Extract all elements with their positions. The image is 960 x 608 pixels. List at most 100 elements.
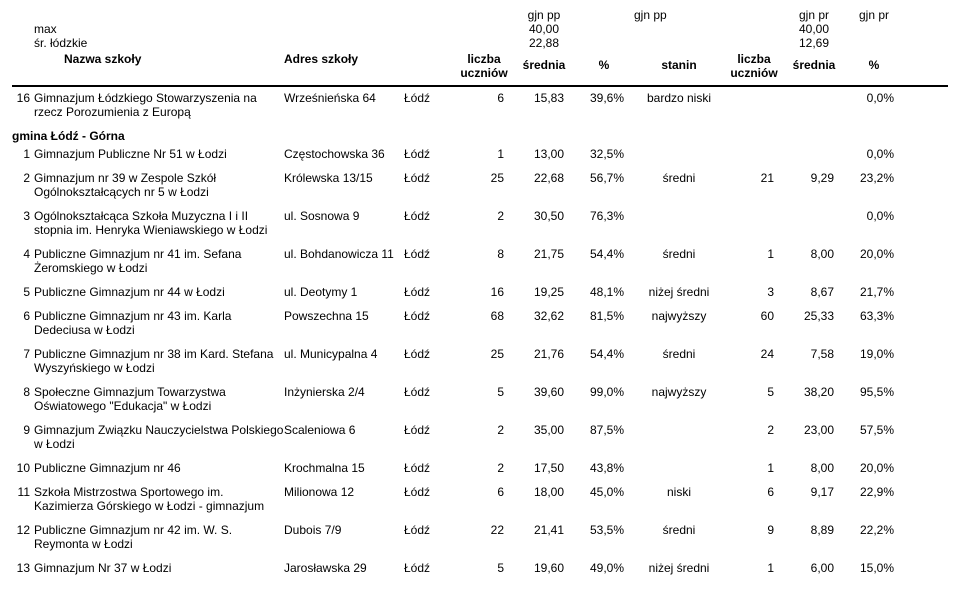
value-max-pp: 40,00: [514, 22, 574, 36]
header-count-1-top: liczba: [454, 52, 514, 66]
header-count-1-bottom: uczniów: [454, 66, 514, 80]
header-avg-1: średnia: [514, 52, 574, 81]
cell-pct1: 45,0%: [574, 485, 634, 499]
cell-n2: 2: [724, 423, 784, 437]
cell-school-name: Społeczne Gimnazjum Towarzystwa Oświatow…: [34, 385, 284, 413]
cell-address: Inżynierska 2/4: [284, 385, 404, 399]
cell-school-name: Gimnazjum Nr 37 w Łodzi: [34, 561, 284, 575]
cell-n1: 2: [454, 209, 514, 223]
cell-idx: 5: [12, 285, 34, 299]
cell-pct2: 57,5%: [844, 423, 904, 437]
top-stats: gjn pp gjn pp gjn pr gjn pr max 40,00 40…: [12, 8, 948, 50]
cell-n1: 22: [454, 523, 514, 537]
cell-address: Częstochowska 36: [284, 147, 404, 161]
cell-stanin: niżej średni: [634, 285, 724, 299]
cell-pct2: 0,0%: [844, 91, 904, 105]
cell-address: ul. Municypalna 4: [284, 347, 404, 361]
cell-idx: 10: [12, 461, 34, 475]
cell-avg1: 30,50: [514, 209, 574, 223]
cell-pct1: 56,7%: [574, 171, 634, 185]
cell-n2: 9: [724, 523, 784, 537]
cell-address: Wrześnieńska 64: [284, 91, 404, 105]
cell-n2: 6: [724, 485, 784, 499]
cell-pct1: 48,1%: [574, 285, 634, 299]
cell-school-name: Ogólnokształcąca Szkoła Muzyczna I i II …: [34, 209, 284, 237]
cell-n1: 6: [454, 91, 514, 105]
cell-avg2: 25,33: [784, 309, 844, 323]
cell-pct2: 19,0%: [844, 347, 904, 361]
cell-idx: 1: [12, 147, 34, 161]
cell-n2: 1: [724, 247, 784, 261]
cell-idx: 3: [12, 209, 34, 223]
cell-n2: 1: [724, 461, 784, 475]
table-row: 9Gimnazjum Związku Nauczycielstwa Polski…: [12, 423, 948, 451]
header-count-1: liczba uczniów: [454, 52, 514, 81]
cell-city: Łódź: [404, 309, 454, 323]
cell-city: Łódź: [404, 347, 454, 361]
cell-school-name: Publiczne Gimnazjum nr 44 w Łodzi: [34, 285, 284, 299]
cell-avg1: 39,60: [514, 385, 574, 399]
cell-avg2: 6,00: [784, 561, 844, 575]
cell-avg2: 9,29: [784, 171, 844, 185]
table-row: 8Społeczne Gimnazjum Towarzystwa Oświato…: [12, 385, 948, 413]
cell-avg1: 35,00: [514, 423, 574, 437]
table-row: 6Publiczne Gimnazjum nr 43 im. Karla Ded…: [12, 309, 948, 337]
cell-n1: 5: [454, 385, 514, 399]
cell-pct1: 99,0%: [574, 385, 634, 399]
table-row: 1Gimnazjum Publiczne Nr 51 w ŁodziCzęsto…: [12, 147, 948, 161]
cell-city: Łódź: [404, 209, 454, 223]
label-gjn-pr-2: gjn pr: [844, 8, 904, 22]
cell-address: Królewska 13/15: [284, 171, 404, 185]
cell-n2: 60: [724, 309, 784, 323]
value-avg-pp: 22,88: [514, 36, 574, 50]
cell-avg2: 8,00: [784, 247, 844, 261]
cell-n2: 3: [724, 285, 784, 299]
cell-pct1: 54,4%: [574, 347, 634, 361]
cell-pct2: 20,0%: [844, 247, 904, 261]
cell-pct2: 20,0%: [844, 461, 904, 475]
header-count-2-top: liczba: [724, 52, 784, 66]
table-row: 13Gimnazjum Nr 37 w ŁodziJarosławska 29Ł…: [12, 561, 948, 575]
cell-avg2: 23,00: [784, 423, 844, 437]
header-count-2-bottom: uczniów: [724, 66, 784, 80]
table-row: 5Publiczne Gimnazjum nr 44 w Łodziul. De…: [12, 285, 948, 299]
header-pct-2: %: [844, 52, 904, 81]
cell-avg2: 8,00: [784, 461, 844, 475]
cell-stanin: średni: [634, 171, 724, 185]
cell-avg2: 38,20: [784, 385, 844, 399]
cell-pct1: 32,5%: [574, 147, 634, 161]
cell-city: Łódź: [404, 485, 454, 499]
cell-avg1: 21,41: [514, 523, 574, 537]
cell-idx: 7: [12, 347, 34, 361]
cell-pct1: 43,8%: [574, 461, 634, 475]
cell-pct2: 21,7%: [844, 285, 904, 299]
cell-n1: 2: [454, 461, 514, 475]
cell-n1: 5: [454, 561, 514, 575]
cell-school-name: Publiczne Gimnazjum nr 43 im. Karla Dede…: [34, 309, 284, 337]
table-row: 16 Gimnazjum Łódzkiego Stowarzyszenia na…: [12, 91, 948, 119]
cell-avg2: 8,67: [784, 285, 844, 299]
cell-pct2: 22,2%: [844, 523, 904, 537]
label-gjn-pp-2: gjn pp: [634, 8, 724, 22]
cell-n1: 25: [454, 171, 514, 185]
table-row: 2Gimnazjum nr 39 w Zespole Szkół Ogólnok…: [12, 171, 948, 199]
cell-school-name: Gimnazjum Związku Nauczycielstwa Polskie…: [34, 423, 284, 451]
cell-address: ul. Deotymy 1: [284, 285, 404, 299]
cell-avg1: 19,25: [514, 285, 574, 299]
cell-n1: 16: [454, 285, 514, 299]
cell-city: Łódź: [404, 91, 454, 105]
header-pct-1: %: [574, 52, 634, 81]
cell-city: Łódź: [404, 561, 454, 575]
cell-n2: 5: [724, 385, 784, 399]
cell-stanin: średni: [634, 247, 724, 261]
cell-idx: 8: [12, 385, 34, 399]
cell-n2: 21: [724, 171, 784, 185]
cell-school-name: Publiczne Gimnazjum nr 41 im. Sefana Żer…: [34, 247, 284, 275]
table-row: 3Ogólnokształcąca Szkoła Muzyczna I i II…: [12, 209, 948, 237]
cell-avg1: 15,83: [514, 91, 574, 105]
cell-n1: 6: [454, 485, 514, 499]
header-count-2: liczba uczniów: [724, 52, 784, 81]
cell-address: Krochmalna 15: [284, 461, 404, 475]
cell-stanin: średni: [634, 523, 724, 537]
cell-pct1: 81,5%: [574, 309, 634, 323]
